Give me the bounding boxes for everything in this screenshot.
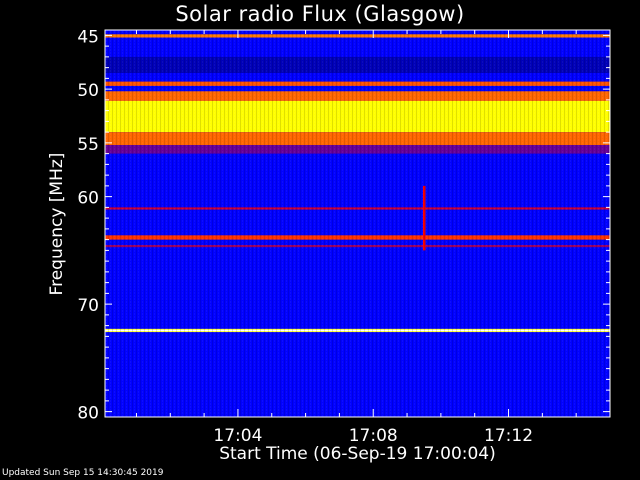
x-tick-label: 17:12 bbox=[484, 426, 533, 446]
x-tick-label: 17:08 bbox=[349, 426, 398, 446]
chart-title: Solar radio Flux (Glasgow) bbox=[175, 2, 465, 26]
plot-frame bbox=[104, 29, 611, 418]
y-tick-label: 60 bbox=[77, 189, 99, 209]
y-tick-label: 45 bbox=[77, 27, 99, 47]
y-tick-label: 80 bbox=[77, 404, 99, 424]
spectrogram-texture bbox=[105, 30, 610, 417]
x-axis-label: Start Time (06-Sep-19 17:00:04) bbox=[219, 444, 496, 464]
y-axis-label: Frequency [MHz] bbox=[47, 152, 67, 296]
y-tick-label: 50 bbox=[77, 81, 99, 101]
y-tick-label: 55 bbox=[77, 135, 99, 155]
x-tick-label: 17:04 bbox=[213, 426, 262, 446]
updated-timestamp: Updated Sun Sep 15 14:30:45 2019 bbox=[2, 468, 164, 478]
y-tick-label: 70 bbox=[77, 296, 99, 316]
